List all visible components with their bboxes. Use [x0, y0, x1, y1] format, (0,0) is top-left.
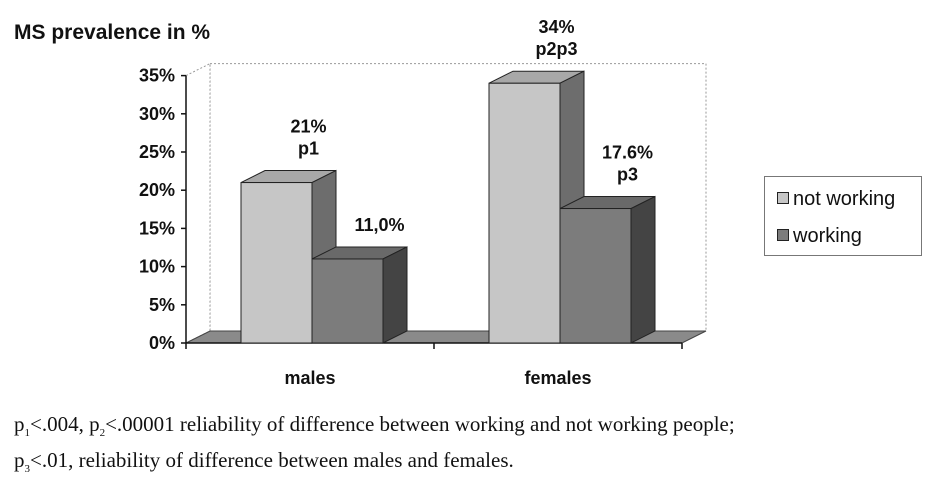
footnote-text-1: <.004,: [30, 412, 90, 436]
data-labels: males 21%p1 11,0% females 34%p2p3 17.6%p3: [284, 17, 653, 388]
bar-front-face: [559, 208, 632, 344]
footnote-p2: p: [89, 412, 100, 436]
footnote-p2-sub: 2: [99, 427, 106, 440]
bar-side-face: [382, 246, 408, 344]
footnote-p1-sub: 1: [24, 427, 31, 440]
footnote-text-2: <.00001 reliability of difference betwee…: [105, 412, 735, 436]
footnote-text-3: <.01, reliability of difference between …: [30, 448, 514, 472]
data-label: p1: [298, 139, 319, 159]
y-tick-label: 0%: [149, 333, 175, 353]
footnote-line-2: p3<.01, reliability of difference betwee…: [14, 448, 514, 475]
chart-title: MS prevalence in %: [14, 21, 210, 44]
y-tick-label: 30%: [139, 104, 175, 124]
legend-label-not-working: not working: [793, 188, 896, 210]
chart: MS prevalence in % 0% 5% 10% 15% 20% 25% 30% 35…: [14, 17, 707, 388]
y-tick-label: 35%: [139, 66, 175, 86]
bar-front-face: [488, 82, 561, 344]
legend-swatch-working: [777, 229, 789, 241]
y-tick-label: 25%: [139, 142, 175, 162]
footnote-p1: p: [14, 412, 25, 436]
legend-item-working: working: [777, 225, 862, 248]
y-tick-label: 20%: [139, 180, 175, 200]
bar-front-face: [311, 258, 384, 344]
y-tick-label: 10%: [139, 257, 175, 277]
data-label: 11,0%: [354, 215, 404, 235]
legend-item-not-working: not working: [777, 188, 895, 211]
bar-front-face: [240, 182, 313, 344]
legend-label-working: working: [793, 225, 862, 247]
y-axis: 0% 5% 10% 15% 20% 25% 30% 35%: [139, 66, 187, 353]
legend-swatch-not-working: [777, 192, 789, 204]
x-axis: [185, 342, 683, 349]
data-label: p2p3: [535, 39, 577, 59]
footnote-p3-sub: 3: [24, 463, 31, 476]
y-tick-label: 15%: [139, 218, 175, 238]
bars: [240, 70, 656, 344]
bar-side-face: [630, 195, 656, 344]
x-category-label: females: [524, 368, 591, 388]
data-label: p3: [617, 165, 638, 185]
data-label: 17.6%: [602, 143, 653, 163]
data-label: 34%: [538, 17, 574, 37]
bar-females-working: [559, 195, 656, 344]
bar-males-working: [311, 246, 408, 344]
y-tick-label: 5%: [149, 295, 175, 315]
legend: not working working: [764, 176, 922, 256]
x-category-label: males: [284, 368, 335, 388]
footnote-p3: p: [14, 448, 25, 472]
side-wall: [185, 62, 211, 344]
data-label: 21%: [290, 117, 326, 137]
footnote-line-1: p1<.004, p2<.00001 reliability of differ…: [14, 412, 735, 439]
